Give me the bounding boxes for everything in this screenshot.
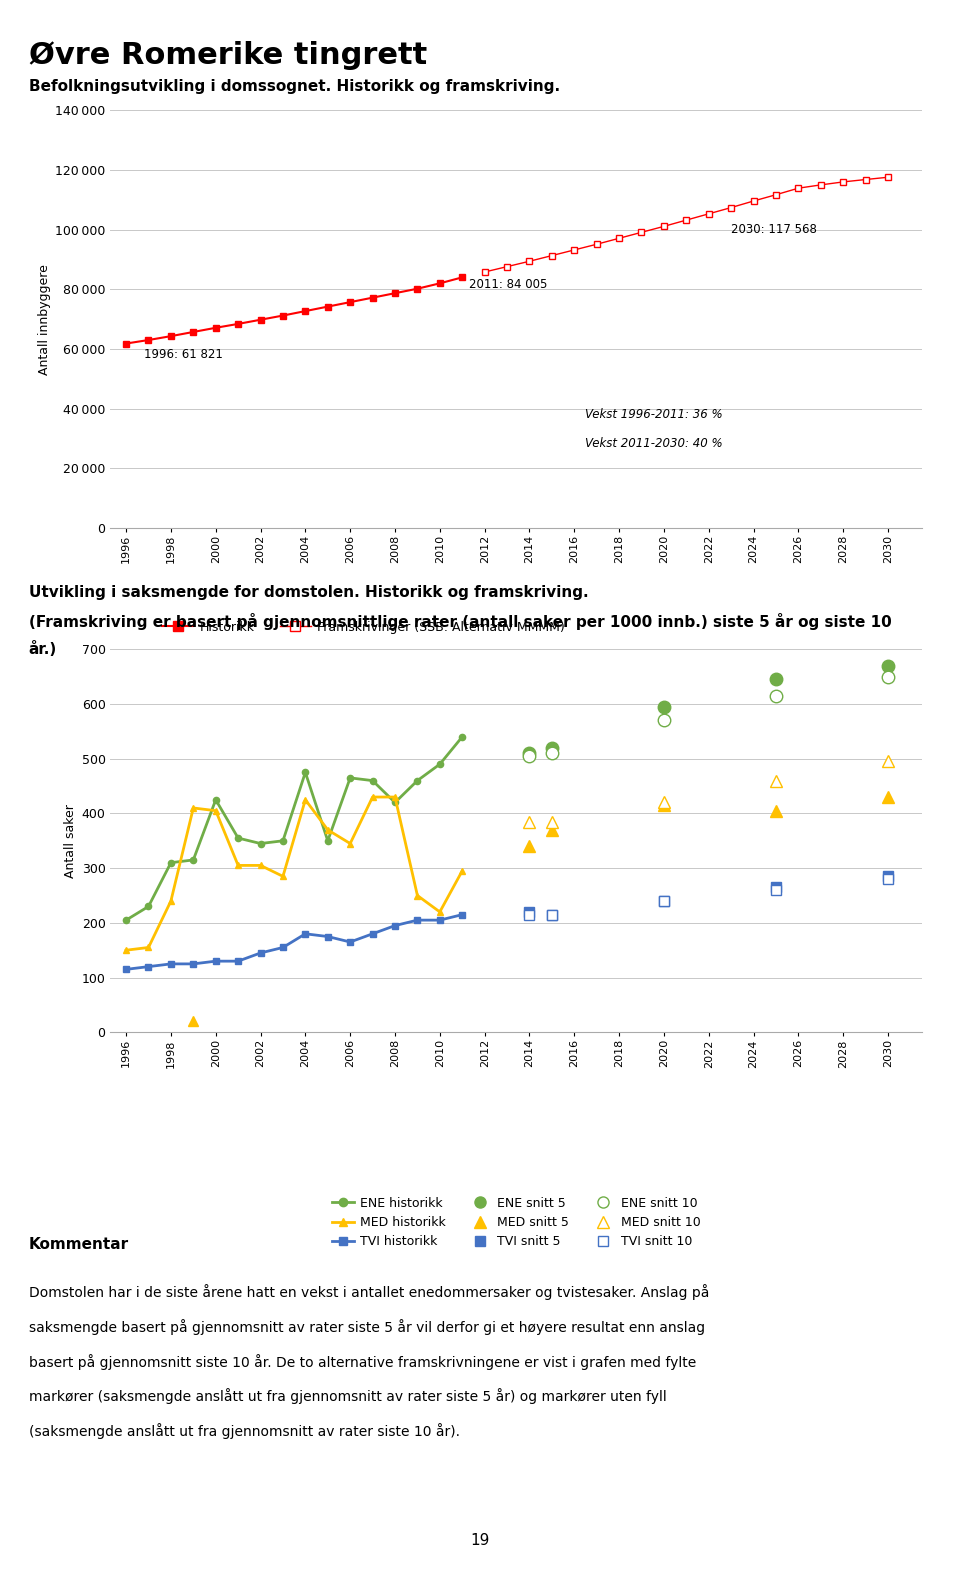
Text: år.): år.)	[29, 641, 57, 657]
Text: Øvre Romerike tingrett: Øvre Romerike tingrett	[29, 41, 427, 69]
Text: markører (saksmengde anslått ut fra gjennomsnitt av rater siste 5 år) og markøre: markører (saksmengde anslått ut fra gjen…	[29, 1388, 666, 1404]
Text: saksmengde basert på gjennomsnitt av rater siste 5 år vil derfor gi et høyere re: saksmengde basert på gjennomsnitt av rat…	[29, 1319, 705, 1335]
Text: Utvikling i saksmengde for domstolen. Historikk og framskriving.: Utvikling i saksmengde for domstolen. Hi…	[29, 585, 588, 600]
Text: Kommentar: Kommentar	[29, 1237, 129, 1253]
Y-axis label: Antall innbyggere: Antall innbyggere	[38, 263, 51, 375]
Text: 2011: 84 005: 2011: 84 005	[468, 277, 547, 292]
Text: Vekst 2011-2030: 40 %: Vekst 2011-2030: 40 %	[586, 438, 723, 451]
Text: Domstolen har i de siste årene hatt en vekst i antallet enedommersaker og tviste: Domstolen har i de siste årene hatt en v…	[29, 1284, 709, 1300]
Text: Befolkningsutvikling i domssognet. Historikk og framskriving.: Befolkningsutvikling i domssognet. Histo…	[29, 79, 560, 95]
Y-axis label: Antall saker: Antall saker	[64, 804, 78, 878]
Text: basert på gjennomsnitt siste 10 år. De to alternative framskrivningene er vist i: basert på gjennomsnitt siste 10 år. De t…	[29, 1354, 696, 1370]
Legend: ENE historikk, MED historikk, TVI historikk, ENE snitt 5, MED snitt 5, TVI snitt: ENE historikk, MED historikk, TVI histor…	[332, 1196, 700, 1248]
Text: 19: 19	[470, 1532, 490, 1548]
Text: 2030: 117 568: 2030: 117 568	[732, 222, 817, 236]
Text: Vekst 1996-2011: 36 %: Vekst 1996-2011: 36 %	[586, 408, 723, 421]
Legend: Historikk, Framskrivinger (SSB: Alternativ MMMM): Historikk, Framskrivinger (SSB: Alternat…	[157, 616, 570, 638]
Text: (saksmengde anslått ut fra gjennomsnitt av rater siste 10 år).: (saksmengde anslått ut fra gjennomsnitt …	[29, 1423, 460, 1439]
Text: 1996: 61 821: 1996: 61 821	[144, 348, 223, 361]
Text: (Framskriving er basert på gjennomsnittlige rater (antall saker per 1000 innb.) : (Framskriving er basert på gjennomsnittl…	[29, 613, 892, 630]
